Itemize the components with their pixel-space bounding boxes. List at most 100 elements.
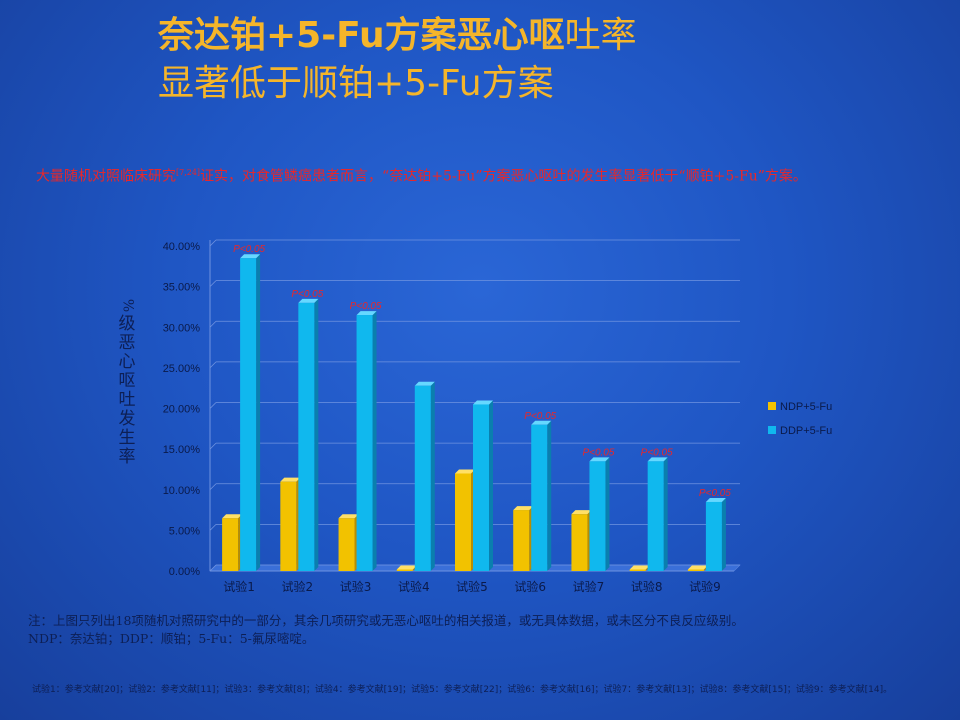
ddp-bar-face (298, 302, 315, 571)
ddp-bar (473, 400, 493, 571)
ndp-bar-top (280, 477, 301, 482)
y-tick-label: 25.00% (163, 363, 201, 375)
y-tick-label: 15.00% (163, 444, 201, 456)
gridline-side (209, 320, 217, 328)
ddp-bar-top (240, 254, 261, 259)
ddp-bar-side (256, 254, 261, 571)
y-tick-label: 5.00% (169, 525, 200, 537)
ddp-bar-side (489, 400, 493, 571)
ndp-bar-face (338, 518, 355, 571)
y-axis-label-char: 心 (118, 352, 136, 372)
ddp-bar-side (430, 381, 435, 571)
ddp-bar-side (314, 298, 319, 571)
ddp-bar-face (240, 258, 257, 571)
ddp-bar-face (356, 315, 373, 571)
references: 试验1：参考文献[20]；试验2：参考文献[11]；试验3：参考文献[8]；试验… (32, 685, 893, 695)
title-line-1: 奈达铂+5-Fu方案恶心呕吐率 (158, 12, 637, 60)
ddp-bar-face (414, 385, 431, 571)
ndp-bar-top (513, 506, 534, 511)
ddp-bar-side (547, 420, 552, 571)
legend-swatch (768, 426, 776, 434)
ndp-bar-face (571, 514, 588, 571)
ndp-bar-face (513, 510, 530, 571)
ddp-bar (356, 311, 377, 571)
title-line-2: 显著低于顺铂+5-Fu方案 (158, 63, 554, 104)
gridline-side (209, 280, 217, 287)
ndp-bar-top (455, 469, 475, 474)
gridline-side (209, 483, 217, 491)
ndp-bar-top (687, 565, 708, 570)
legend-label: NDP+5-Fu (780, 401, 832, 413)
y-axis-label-char: 生 (118, 428, 136, 448)
intro-paragraph: 大量随机对照临床研究[7,24]证实，对食管鳞癌患者而言，“奈达铂+5-Fu”方… (36, 162, 936, 188)
p-value-annotation: P<0.05 (699, 488, 731, 499)
y-tick-label: 20.00% (163, 404, 201, 416)
y-tick-label: 30.00% (163, 322, 201, 334)
ddp-bar (298, 298, 319, 571)
ddp-bar-top (298, 298, 319, 303)
p-value-annotation: P<0.05 (582, 447, 614, 458)
gridline-side (209, 361, 217, 369)
y-tick-label: 0.00% (169, 566, 200, 578)
p-value-annotation: P<0.05 (641, 447, 673, 458)
ndp-bar-top (338, 514, 359, 519)
ddp-bar-face (647, 461, 664, 571)
p-value-annotation: P<0.05 (291, 289, 323, 300)
ddp-bar-top (647, 457, 668, 462)
ndp-bar (280, 477, 301, 571)
ddp-bar-face (705, 501, 722, 571)
ddp-bar (647, 457, 668, 571)
y-tick-label: 40.00% (163, 241, 201, 253)
title-line-1-part-1: 奈达铂+5-Fu方案恶心呕 (158, 15, 565, 56)
ddp-bar-side (605, 457, 610, 571)
ddp-bar-side (721, 497, 726, 571)
y-tick-label: 35.00% (163, 282, 201, 294)
ddp-bar (531, 420, 552, 571)
footnote: 注：上图只列出18项随机对照研究中的一部分，其余几项研究或无恶心呕吐的相关报道，… (28, 612, 948, 648)
ndp-bar (571, 510, 592, 571)
ndp-bar (338, 514, 359, 571)
ddp-bar (589, 457, 610, 571)
ndp-bar (513, 506, 534, 571)
ddp-bar (240, 254, 261, 571)
ndp-bar-face (629, 569, 646, 571)
ndp-bar-face (396, 569, 413, 571)
x-tick-label: 试验9 (689, 579, 721, 594)
intro-text-after: 证实，对食管鳞癌患者而言，“奈达铂+5-Fu”方案恶心呕吐的发生率显著低于“顺铂… (200, 168, 807, 185)
x-tick-label: 试验1 (223, 579, 255, 594)
ndp-bar-face (222, 518, 239, 571)
y-axis-label-char: 级 (118, 314, 136, 334)
ndp-bar-top (629, 565, 650, 570)
y-axis-label-char: 发 (118, 409, 136, 429)
ddp-bar-top (705, 497, 726, 502)
ddp-bar-face (531, 424, 548, 571)
gridline-side (209, 442, 217, 450)
y-tick-label: 10.00% (163, 485, 201, 497)
ndp-bar-face (687, 569, 704, 571)
y-axis-label-char: 率 (118, 447, 136, 467)
intro-text-before: 大量随机对照临床研究 (36, 168, 176, 185)
ddp-bar-side (663, 457, 668, 571)
y-axis-label-char: 呕 (118, 371, 136, 391)
ddp-bar-top (414, 381, 435, 386)
title-line-1-part-2: 吐率 (564, 15, 637, 56)
ndp-bar-face (455, 473, 471, 571)
ddp-bar-top (473, 400, 493, 405)
x-tick-label: 试验5 (456, 579, 488, 594)
ddp-bar-top (356, 311, 377, 316)
footnote-line-2: NDP：奈达铂；DDP：顺铂；5-Fu：5-氟尿嘧啶。 (28, 631, 315, 646)
intro-citation: [7,24] (176, 168, 201, 177)
ndp-bar-top (396, 565, 417, 570)
gridline-side (209, 239, 217, 247)
x-tick-label: 试验3 (340, 579, 372, 594)
ddp-bar-face (589, 461, 606, 571)
y-axis-label-char: 恶 (118, 333, 136, 353)
x-tick-label: 试验2 (282, 579, 314, 594)
footnote-line-1: 注：上图只列出18项随机对照研究中的一部分，其余几项研究或无恶心呕吐的相关报道，… (28, 613, 744, 628)
ndp-bar (222, 514, 243, 571)
gridline-side (209, 402, 217, 409)
ddp-bar-face (473, 404, 489, 571)
y-axis-label: % 级恶心呕吐发生率 (116, 296, 138, 467)
gridline-side (209, 524, 217, 531)
